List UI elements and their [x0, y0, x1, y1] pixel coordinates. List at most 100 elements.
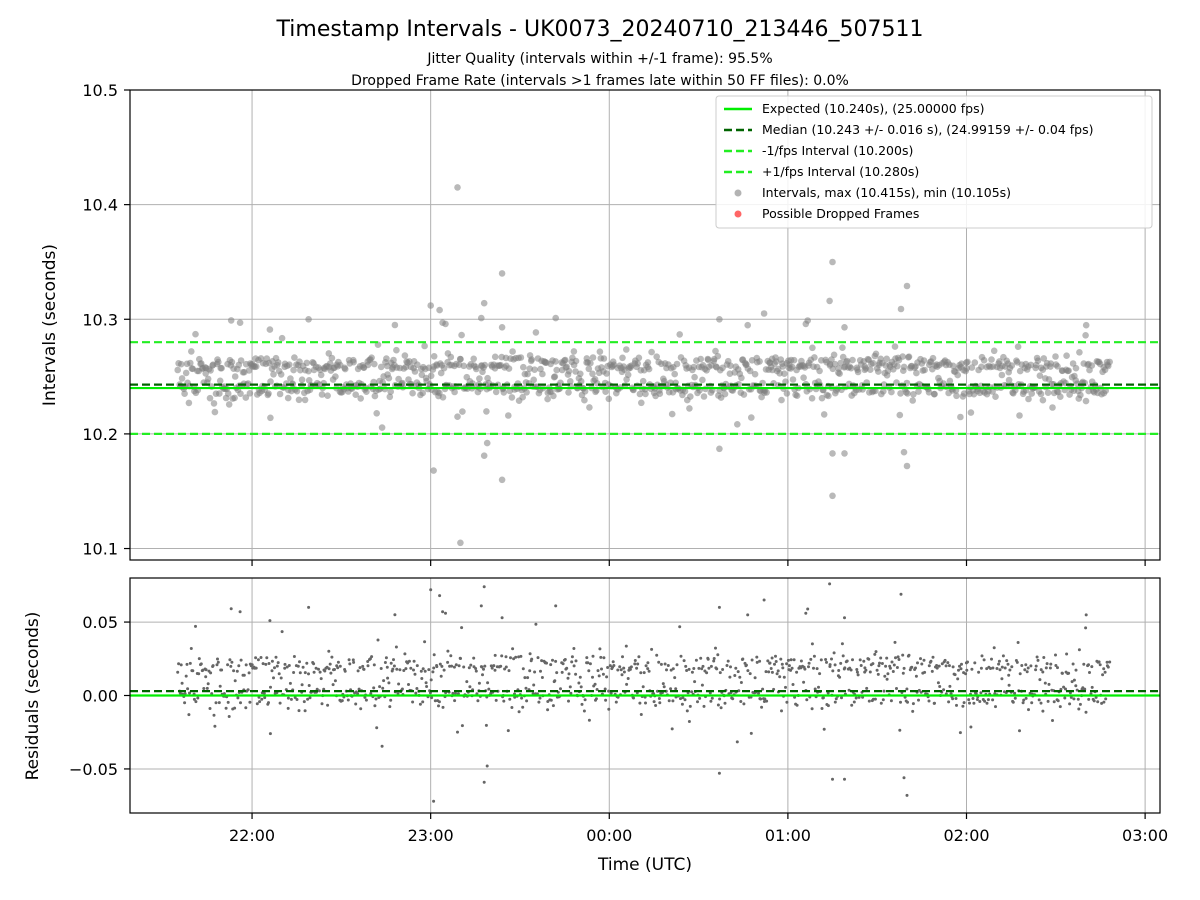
residual-point [407, 659, 411, 663]
residual-point [176, 670, 180, 674]
interval-point [691, 373, 698, 381]
residual-point [604, 698, 608, 702]
interval-point [505, 365, 513, 372]
residual-point [366, 660, 370, 663]
residual-point [215, 663, 219, 667]
residual-point [1105, 660, 1109, 664]
residual-point [528, 669, 532, 673]
residual-point [232, 669, 236, 673]
residual-point [1018, 729, 1021, 733]
interval-point [603, 370, 610, 377]
residual-point [578, 675, 582, 679]
residual-point [983, 699, 987, 703]
residual-point [774, 654, 777, 658]
residual-point [307, 605, 311, 609]
residual-point [679, 697, 682, 701]
interval-point [880, 388, 887, 395]
interval-point [1076, 349, 1083, 356]
interval-point [748, 414, 755, 421]
residual-point [583, 698, 587, 702]
residual-point [598, 647, 602, 651]
interval-point [430, 467, 437, 474]
residual-point [685, 709, 689, 713]
residual-point [871, 662, 875, 666]
interval-point [744, 321, 751, 329]
residual-point [760, 705, 764, 709]
residual-point [1023, 668, 1027, 672]
residual-point [1011, 700, 1015, 704]
residual-point [857, 695, 861, 699]
residual-point [437, 700, 441, 704]
residual-point [1020, 664, 1024, 667]
residual-point [519, 654, 523, 658]
residual-point [758, 659, 762, 663]
residual-point [217, 701, 221, 705]
interval-point [276, 390, 284, 398]
residual-point [1054, 664, 1058, 667]
interval-point [231, 394, 238, 402]
residual-point [179, 663, 183, 667]
interval-point [553, 366, 560, 374]
interval-point [1082, 321, 1090, 329]
legend-label-dropped: Possible Dropped Frames [762, 206, 919, 221]
residual-point [799, 659, 803, 663]
residual-point [819, 658, 823, 662]
residual-point [975, 698, 979, 701]
residual-point [532, 683, 536, 687]
residual-point [955, 703, 958, 707]
residual-point [1074, 684, 1078, 688]
interval-point [829, 258, 836, 266]
residual-point [700, 667, 704, 671]
interval-point [793, 392, 801, 400]
residual-point [328, 662, 332, 666]
intervals-y-tick-label: 10.4 [82, 196, 118, 215]
residual-point [961, 704, 965, 708]
residual-point [514, 655, 518, 659]
residual-point [680, 702, 684, 706]
residual-point [1087, 697, 1091, 701]
residual-point [441, 705, 445, 709]
residual-point [974, 692, 978, 696]
residual-point [1039, 701, 1043, 705]
residual-point [1049, 662, 1053, 666]
residual-point [880, 662, 884, 665]
residual-point [228, 658, 232, 662]
residual-point [709, 699, 713, 703]
residual-point [1008, 668, 1012, 672]
interval-point [589, 370, 596, 378]
interval-point [457, 539, 464, 547]
residual-point [459, 657, 462, 660]
residual-point [239, 701, 242, 705]
residual-point [546, 700, 550, 703]
interval-point [581, 388, 589, 395]
interval-point [639, 377, 647, 385]
residual-point [314, 666, 318, 670]
residual-point [528, 652, 532, 656]
residual-point [611, 660, 615, 664]
residual-point [1038, 678, 1042, 682]
residual-point [641, 685, 645, 689]
residual-point [905, 687, 909, 691]
residual-point [699, 656, 703, 660]
residual-point [949, 692, 953, 696]
residual-point [602, 656, 606, 660]
residuals-reference-lines [130, 689, 1160, 697]
residual-point [261, 662, 265, 666]
residual-point [1042, 656, 1046, 659]
residual-point [591, 654, 595, 658]
residual-point [608, 664, 612, 668]
interval-point [816, 367, 823, 375]
residual-point [308, 696, 312, 700]
residual-point [943, 658, 947, 662]
residual-point [989, 667, 992, 670]
residual-point [687, 667, 691, 671]
interval-point [903, 282, 911, 290]
residual-point [559, 687, 562, 691]
residual-point [1052, 700, 1056, 704]
residual-point [1026, 666, 1030, 670]
interval-point [644, 359, 652, 366]
interval-point [957, 413, 964, 421]
interval-point [648, 348, 655, 356]
residual-point [460, 724, 464, 728]
interval-point [473, 365, 480, 373]
